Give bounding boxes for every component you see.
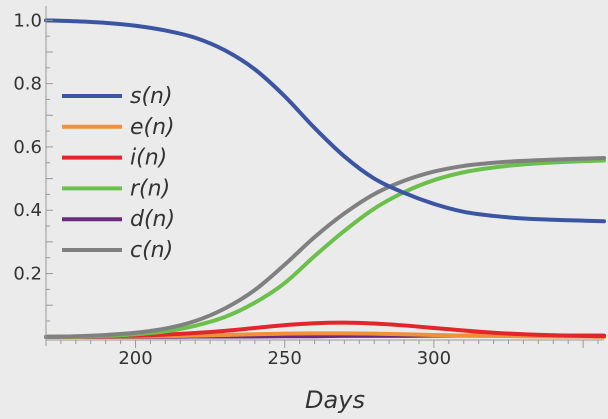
series-lines [44, 18, 606, 339]
legend-label: c(n) [130, 238, 173, 263]
legend: s(n) e(n) i(n) r(n) d(n) c(n) [62, 84, 175, 263]
y-tick-label: 0.4 [13, 200, 42, 221]
legend-item-en: e(n) [62, 115, 175, 140]
legend-item-cn: c(n) [62, 238, 173, 263]
legend-label: d(n) [130, 207, 175, 232]
legend-label: i(n) [130, 146, 167, 171]
x-tick-label: 250 [268, 348, 302, 369]
legend-label: r(n) [130, 176, 170, 201]
legend-label: s(n) [130, 84, 173, 109]
series-line-cn [44, 156, 606, 339]
legend-item-rn: r(n) [62, 176, 170, 201]
axes: 0.2 0.4 0.6 0.8 1.0 200 250 300 [13, 6, 604, 369]
y-ticks: 0.2 0.4 0.6 0.8 1.0 [13, 10, 53, 322]
legend-item-dn: d(n) [62, 207, 175, 232]
x-tick-label: 300 [417, 348, 451, 369]
legend-item-in: i(n) [62, 146, 167, 171]
x-axis-label: Days [305, 386, 365, 414]
legend-item-sn: s(n) [62, 84, 173, 109]
y-tick-label: 1.0 [13, 10, 42, 31]
series-line-sn [44, 18, 606, 224]
y-tick-label: 0.6 [13, 137, 42, 158]
y-tick-label: 0.2 [13, 264, 42, 285]
x-ticks: 200 250 300 [60, 340, 599, 369]
y-tick-label: 0.8 [13, 74, 42, 95]
x-tick-label: 200 [118, 348, 152, 369]
legend-label: e(n) [130, 115, 175, 140]
